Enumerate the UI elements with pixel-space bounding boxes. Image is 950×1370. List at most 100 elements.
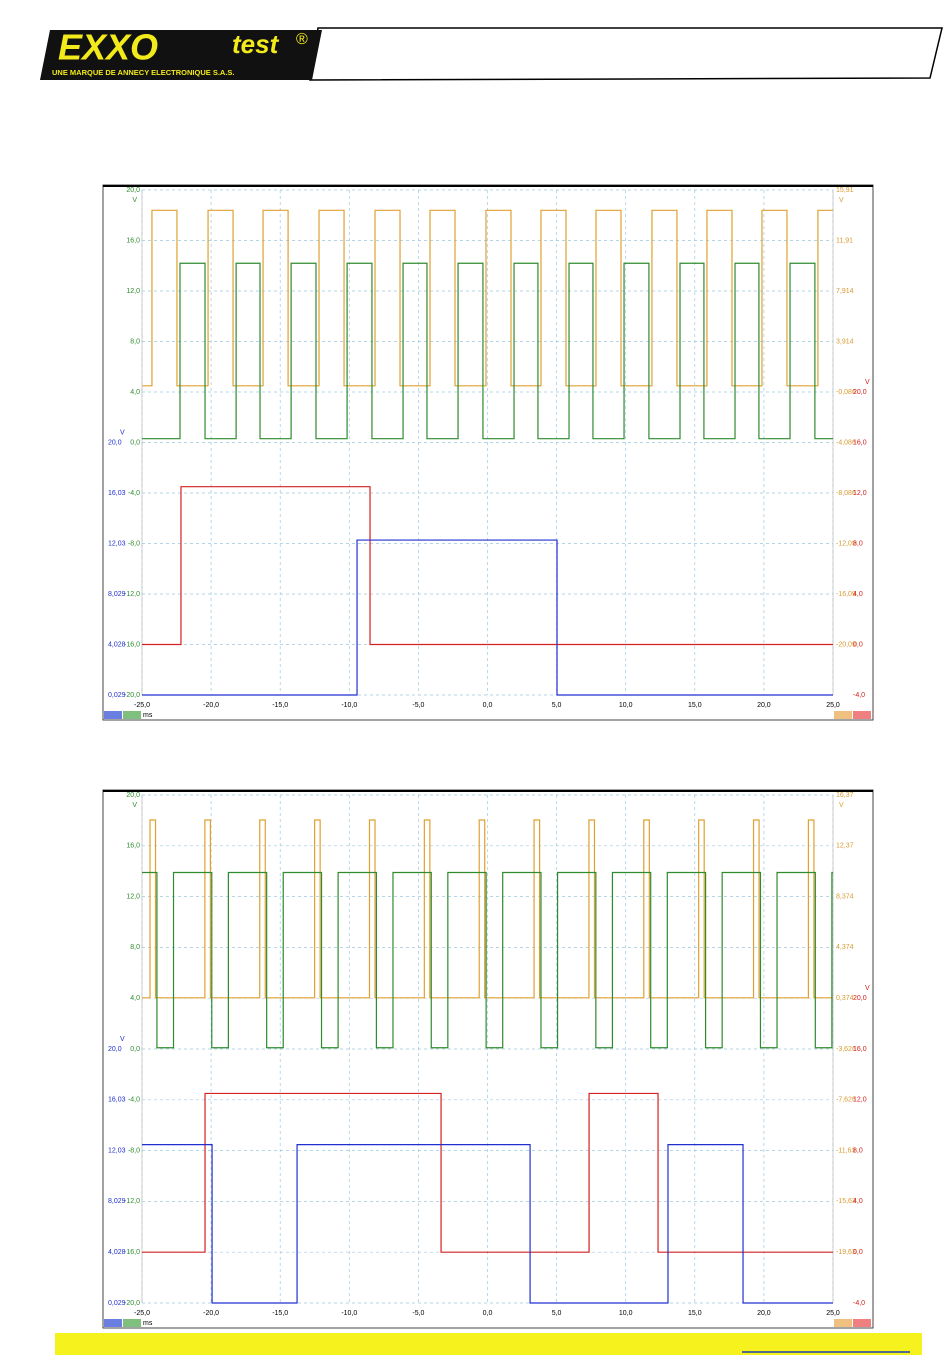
axis-unit: V bbox=[839, 197, 844, 204]
y-tick-label: 11,91 bbox=[836, 237, 853, 244]
axis-unit: V bbox=[839, 802, 844, 809]
x-tick-label: -10,0 bbox=[341, 1310, 357, 1317]
x-tick-label: 0,0 bbox=[483, 1310, 493, 1317]
y-tick-label: 20,0 bbox=[108, 440, 122, 447]
axis-unit: V bbox=[132, 802, 137, 809]
trace bbox=[142, 871, 833, 1049]
y-tick-label: 4,0 bbox=[853, 591, 863, 598]
y-tick-label: 16,0 bbox=[853, 1046, 867, 1053]
channel-swatch bbox=[123, 711, 141, 719]
trace bbox=[142, 539, 833, 696]
y-tick-label: 0,0 bbox=[130, 1046, 140, 1053]
trace bbox=[142, 486, 833, 646]
x-tick-label: -20,0 bbox=[203, 702, 219, 709]
y-tick-label: 20,0 bbox=[108, 1046, 122, 1053]
y-tick-label: -12,0 bbox=[124, 591, 140, 598]
axis-unit: V bbox=[120, 1036, 125, 1043]
trace bbox=[142, 209, 833, 387]
y-tick-label: 0,029 bbox=[108, 1300, 126, 1307]
y-tick-label: 12,0 bbox=[126, 288, 140, 295]
trace bbox=[142, 819, 833, 999]
y-tick-label: -3,626 bbox=[836, 1046, 856, 1053]
y-tick-label: 12,0 bbox=[853, 1097, 867, 1104]
x-axis-unit: ms bbox=[143, 712, 153, 719]
axis-unit: V bbox=[120, 430, 125, 437]
y-tick-label: 4,0 bbox=[130, 995, 140, 1002]
y-tick-label: 12,0 bbox=[126, 893, 140, 900]
x-tick-label: 0,0 bbox=[483, 702, 493, 709]
y-tick-label: -7,626 bbox=[836, 1097, 856, 1104]
y-tick-label: -16,0 bbox=[124, 641, 140, 648]
channel-swatch bbox=[834, 1319, 852, 1327]
y-tick-label: 20,0 bbox=[126, 187, 140, 194]
scope-chart: -25,0 -20,0 -15,0 -10,0 -5,0 0,0 5,0 10,0 15,0 20… bbox=[102, 789, 874, 1329]
y-tick-label: -19,63 bbox=[836, 1249, 856, 1256]
y-tick-label: -11,63 bbox=[836, 1147, 855, 1154]
logo-tagline: UNE MARQUE DE ANNECY ELECTRONIQUE S.A.S. bbox=[52, 68, 235, 77]
x-tick-label: 25,0 bbox=[826, 1310, 840, 1317]
x-tick-label: 25,0 bbox=[826, 702, 840, 709]
x-tick-label: 5,0 bbox=[552, 1310, 562, 1317]
x-tick-label: 5,0 bbox=[552, 702, 562, 709]
channel-swatch bbox=[853, 711, 871, 719]
x-tick-label: -25,0 bbox=[134, 702, 150, 709]
y-tick-label: 12,03 bbox=[108, 540, 126, 547]
header-frame bbox=[309, 27, 943, 81]
y-tick-label: 0,0 bbox=[130, 439, 140, 446]
x-tick-label: -15,0 bbox=[272, 1310, 288, 1317]
trace bbox=[142, 1144, 833, 1304]
y-tick-label: 16,03 bbox=[108, 1097, 126, 1104]
y-tick-label: 8,029 bbox=[108, 591, 126, 598]
chart-frame bbox=[102, 789, 874, 1329]
x-tick-label: 15,0 bbox=[688, 1310, 702, 1317]
y-tick-label: -20,09 bbox=[836, 641, 856, 648]
y-tick-label: 0,374 bbox=[836, 995, 854, 1002]
x-tick-label: 10,0 bbox=[619, 702, 633, 709]
axis-unit: V bbox=[865, 985, 870, 992]
logo-brand: EXXO bbox=[58, 27, 158, 68]
y-tick-label: 7,914 bbox=[836, 288, 854, 295]
y-tick-label: -4,0 bbox=[128, 1097, 140, 1104]
y-tick-label: -4,086 bbox=[836, 439, 856, 446]
y-tick-label: 12,37 bbox=[836, 843, 854, 850]
y-tick-label: -12,0 bbox=[124, 1198, 140, 1205]
y-tick-label: 0,0 bbox=[853, 1249, 863, 1256]
x-axis-unit: ms bbox=[143, 1320, 153, 1327]
channel-swatch bbox=[104, 711, 122, 719]
y-tick-label: -4,0 bbox=[853, 692, 865, 699]
y-tick-label: -15,63 bbox=[836, 1198, 856, 1205]
logo-registered: ® bbox=[296, 31, 308, 48]
y-tick-label: -16,0 bbox=[124, 1249, 140, 1256]
y-tick-label: 20,0 bbox=[853, 389, 867, 396]
y-tick-label: 16,0 bbox=[126, 237, 140, 244]
y-tick-label: 16,0 bbox=[126, 843, 140, 850]
x-tick-label: -5,0 bbox=[412, 702, 424, 709]
y-tick-label: 4,374 bbox=[836, 944, 854, 951]
y-tick-label: -0,086 bbox=[836, 389, 856, 396]
y-tick-label: 8,0 bbox=[130, 338, 140, 345]
y-tick-label: -8,0 bbox=[128, 1147, 140, 1154]
y-tick-label: 4,028 bbox=[108, 641, 126, 648]
y-tick-label: 16,0 bbox=[853, 439, 867, 446]
y-tick-label: 20,0 bbox=[126, 792, 140, 799]
y-tick-label: 4,028 bbox=[108, 1249, 126, 1256]
channel-swatch bbox=[123, 1319, 141, 1327]
x-tick-label: -5,0 bbox=[412, 1310, 424, 1317]
y-tick-label: 8,029 bbox=[108, 1198, 126, 1205]
channel-swatch bbox=[104, 1319, 122, 1327]
chart-frame bbox=[102, 184, 874, 721]
y-tick-label: 0,0 bbox=[853, 641, 863, 648]
y-tick-label: 8,0 bbox=[130, 944, 140, 951]
y-tick-label: 15,91 bbox=[836, 187, 854, 194]
x-tick-label: 15,0 bbox=[688, 702, 702, 709]
y-tick-label: 12,03 bbox=[108, 1147, 126, 1154]
y-tick-label: 12,0 bbox=[853, 490, 867, 497]
axis-unit: V bbox=[132, 197, 137, 204]
x-tick-label: -15,0 bbox=[272, 702, 288, 709]
x-tick-label: 20,0 bbox=[757, 702, 771, 709]
channel-swatch bbox=[834, 711, 852, 719]
y-tick-label: -20,0 bbox=[124, 1300, 140, 1307]
x-tick-label: 10,0 bbox=[619, 1310, 633, 1317]
